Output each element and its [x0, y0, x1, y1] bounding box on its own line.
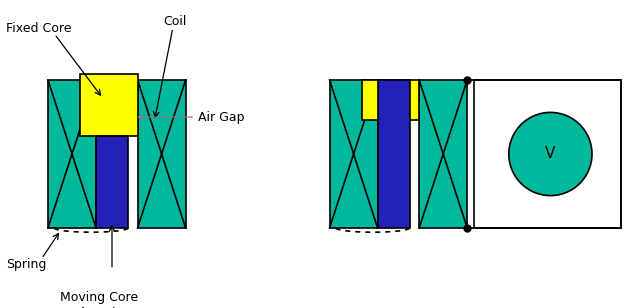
Text: Moving Core
or Armature: Moving Core or Armature	[60, 291, 138, 308]
Text: Coil: Coil	[163, 15, 187, 28]
Text: Fixed Core: Fixed Core	[6, 22, 72, 34]
Bar	[378, 80, 410, 228]
Ellipse shape	[509, 112, 592, 196]
Text: Spring: Spring	[6, 258, 47, 271]
Bar	[80, 74, 138, 136]
Bar	[330, 80, 378, 228]
Bar	[138, 80, 186, 228]
Bar	[474, 80, 621, 228]
Bar	[419, 80, 467, 228]
Bar	[362, 80, 419, 120]
Text: V: V	[545, 147, 556, 161]
Bar	[96, 136, 128, 228]
Bar	[48, 80, 96, 228]
Text: Air Gap: Air Gap	[198, 111, 245, 124]
